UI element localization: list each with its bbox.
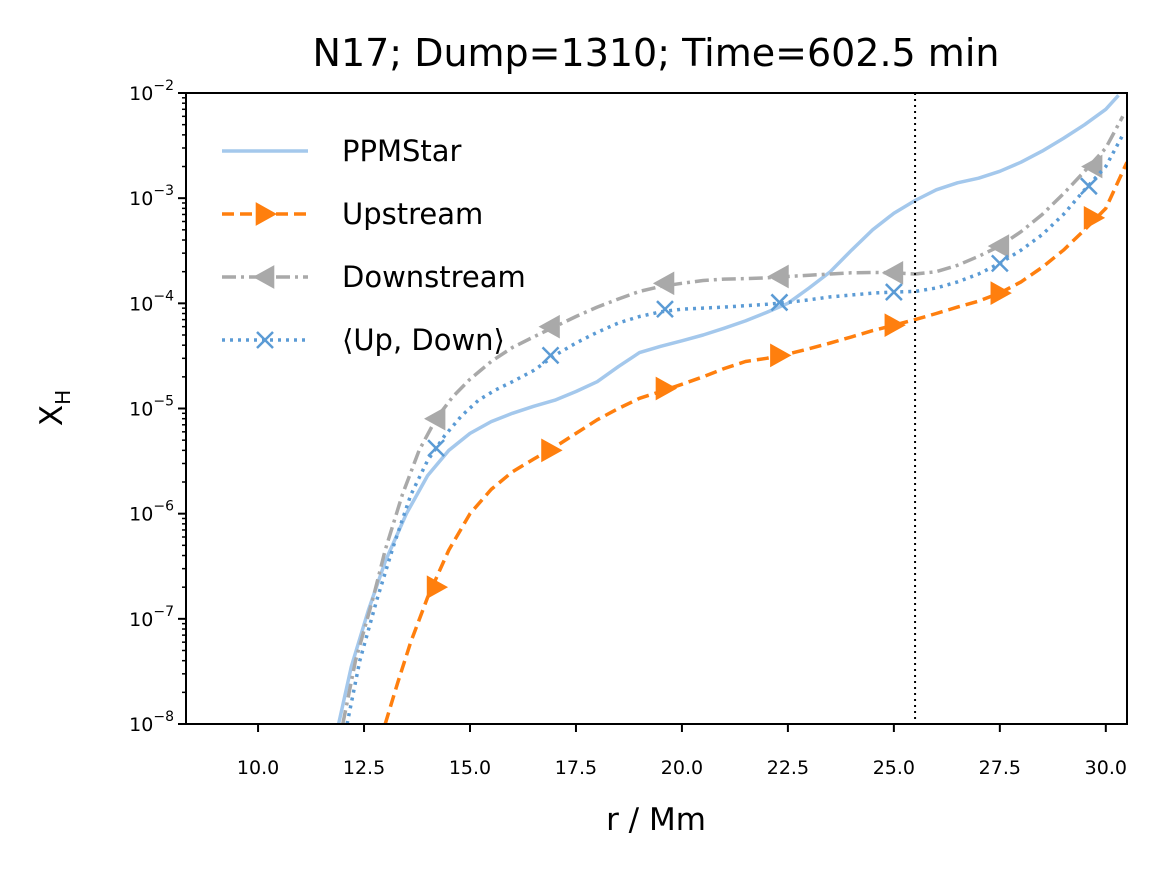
x-tick-label: 25.0 (873, 757, 915, 779)
y-tick-label: 10−2 (129, 78, 174, 105)
data-point-marker (990, 281, 1012, 305)
legend-label: Upstream (342, 197, 483, 231)
data-point-marker (770, 343, 792, 368)
y-tick-label-exponent: −7 (153, 604, 174, 620)
chart-title: N17; Dump=1310; Time=602.5 min (313, 31, 1000, 75)
data-point-marker (426, 575, 449, 600)
series-downstream (341, 115, 1125, 724)
data-point-marker (884, 313, 906, 338)
series-upstream (383, 161, 1127, 724)
data-point-marker (652, 271, 675, 296)
x-tick-label: 20.0 (661, 757, 703, 779)
x-tick-label: 17.5 (555, 757, 597, 779)
y-axis-label-subscript: H (51, 390, 75, 405)
y-axis: 10−810−710−610−510−410−310−2 (129, 78, 186, 736)
y-tick-label-exponent: −3 (153, 183, 174, 199)
y-tick-label-base: 10 (129, 188, 153, 210)
series-ppmstar (336, 94, 1120, 724)
data-point-marker (427, 439, 445, 458)
plot-area (336, 94, 1127, 724)
y-tick-label-base: 10 (129, 83, 153, 105)
y-tick-label: 10−4 (129, 288, 174, 315)
data-point-marker (884, 283, 903, 301)
legend-label: ⟨Up, Down⟩ (342, 323, 505, 357)
y-tick-label-exponent: −4 (153, 288, 174, 304)
y-axis-label-main: X (34, 405, 70, 426)
y-tick-label-base: 10 (129, 504, 153, 526)
y-tick-label: 10−7 (129, 604, 174, 631)
data-point-marker (424, 406, 446, 431)
legend-marker (252, 265, 275, 289)
x-tick-label: 27.5 (979, 757, 1021, 779)
y-tick-label: 10−3 (129, 183, 174, 210)
legend: PPMStar Upstream Downstream ⟨Up, Down⟩ (222, 134, 526, 357)
y-tick-label-exponent: −8 (153, 709, 174, 725)
data-point-marker (1079, 177, 1098, 196)
y-tick-label-exponent: −6 (153, 499, 174, 515)
legend-label: Downstream (342, 260, 526, 294)
x-tick-label: 15.0 (449, 757, 491, 779)
y-tick-label-exponent: −2 (153, 78, 174, 94)
x-axis: 10.0 12.5 15.0 17.5 20.0 22.5 25.0 27.5 30.0 (237, 724, 1127, 779)
x-axis-label: r / Mm (606, 802, 706, 838)
data-point-marker (1081, 154, 1103, 179)
y-tick-label-base: 10 (129, 399, 153, 421)
data-point-marker (1083, 205, 1106, 230)
data-point-marker (881, 260, 904, 285)
legend-label: PPMStar (342, 134, 462, 168)
data-point-marker (767, 264, 789, 289)
x-tick-label: 12.5 (343, 757, 385, 779)
x-tick-label: 10.0 (237, 757, 279, 779)
y-tick-label-base: 10 (129, 714, 153, 736)
series-up-down (345, 134, 1125, 724)
data-point-marker (538, 314, 560, 339)
data-point-marker (656, 300, 674, 319)
series-line (383, 161, 1127, 724)
data-point-marker (770, 293, 789, 312)
legend-marker (255, 202, 278, 226)
legend-item: ⟨Up, Down⟩ (222, 323, 505, 357)
legend-item: Downstream (222, 260, 526, 294)
y-axis-label: XH (34, 390, 75, 426)
data-point-marker (987, 234, 1010, 258)
y-tick-label: 10−6 (129, 499, 174, 526)
y-tick-label-base: 10 (129, 609, 153, 631)
y-tick-label-base: 10 (129, 293, 153, 315)
legend-marker (256, 331, 274, 349)
data-point-marker (655, 376, 678, 401)
y-tick-label-exponent: −5 (153, 394, 174, 410)
plot-frame (185, 92, 1128, 725)
data-point-marker (541, 438, 563, 463)
legend-item: Upstream (222, 197, 483, 231)
data-point-marker (990, 254, 1009, 273)
x-tick-label: 30.0 (1085, 757, 1127, 779)
data-point-marker (541, 346, 560, 365)
y-tick-label: 10−8 (129, 709, 174, 736)
y-tick-label: 10−5 (129, 394, 174, 421)
series-line (336, 94, 1120, 724)
legend-item: PPMStar (222, 134, 462, 168)
x-tick-label: 22.5 (767, 757, 809, 779)
